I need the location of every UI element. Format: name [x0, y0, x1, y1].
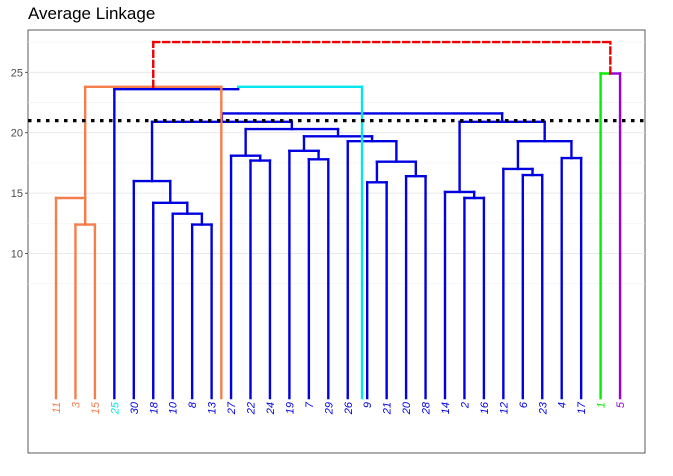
- leaf-label-20: 20: [401, 401, 413, 415]
- y-axis: 10 15 20 25: [11, 67, 28, 261]
- leaf-label-28: 28: [421, 401, 433, 415]
- leaf-label-1: 1: [596, 402, 608, 408]
- leaf-label-9: 9: [362, 402, 374, 408]
- leaf-label-26: 26: [343, 401, 355, 415]
- leaf-label-16: 16: [479, 401, 491, 414]
- leaf-label-21: 21: [382, 402, 394, 415]
- y-tick-label: 10: [11, 249, 23, 261]
- leaf-label-22: 22: [246, 402, 258, 415]
- dendrogram-branches: [54, 40, 622, 400]
- leaf-label-12: 12: [498, 402, 510, 414]
- leaf-label-27: 27: [226, 401, 238, 415]
- leaf-label-11: 11: [51, 402, 63, 413]
- leaf-label-14: 14: [440, 402, 452, 414]
- leaf-label-29: 29: [323, 402, 335, 415]
- leaf-label-2: 2: [459, 402, 471, 409]
- leaf-label-24: 24: [265, 402, 277, 415]
- y-tick-label: 15: [11, 188, 23, 200]
- leaf-label-10: 10: [168, 401, 180, 414]
- plot-panel: [27, 29, 646, 454]
- leaf-label-19: 19: [284, 402, 296, 414]
- leaf-label-13: 13: [207, 401, 219, 414]
- y-tick-label: 25: [11, 67, 23, 79]
- y-tick-label: 20: [11, 128, 23, 140]
- leaf-label-15: 15: [90, 401, 102, 414]
- leaf-label-6: 6: [518, 401, 530, 408]
- leaf-label-3: 3: [70, 401, 82, 408]
- leaf-label-23: 23: [537, 401, 549, 415]
- leaf-label-25: 25: [109, 401, 121, 415]
- leaf-label-8: 8: [187, 401, 199, 408]
- leaf-label-18: 18: [148, 401, 160, 414]
- leaf-label-5: 5: [615, 401, 627, 408]
- leaf-label-4: 4: [557, 402, 569, 408]
- leaf-label-30: 30: [129, 401, 141, 414]
- chart-title: Average Linkage: [28, 4, 156, 23]
- leaf-labels: 11 3 15 25 30 18 10 8 13 27 22 24 19 7 29 26 9 21 20 28 14 2 1…: [51, 401, 627, 415]
- leaf-label-7: 7: [304, 401, 316, 408]
- leaf-label-17: 17: [576, 401, 588, 414]
